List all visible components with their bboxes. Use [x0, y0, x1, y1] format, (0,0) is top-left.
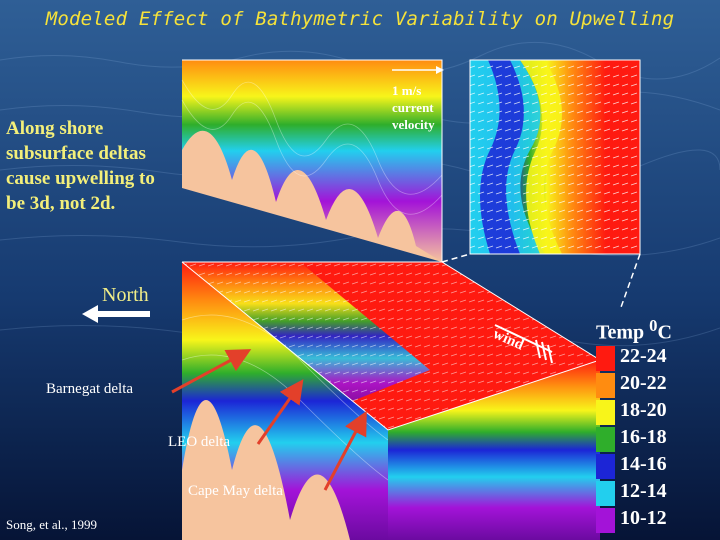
cross-section-panel: [181, 59, 443, 262]
current-scale-label: 1 m/s current velocity: [392, 83, 435, 132]
statement-text: Along shore subsurface deltas cause upwe…: [6, 118, 155, 214]
legend-swatch: [596, 400, 615, 425]
legend-label: 16-18: [620, 426, 667, 448]
north-arrow-icon: [82, 305, 150, 323]
legend-swatch: [596, 481, 615, 506]
legend-label: 20-22: [620, 372, 667, 394]
legend-swatch: [596, 346, 615, 371]
legend-label: 18-20: [620, 399, 667, 421]
legend-title: Temp 0C: [596, 316, 672, 344]
wind-arrow-icon: [494, 324, 553, 364]
legend-swatch: [596, 454, 615, 479]
delta-label-cape-may: Cape May delta: [188, 483, 283, 499]
plan-view-inset: [469, 59, 641, 255]
legend-label: 22-24: [620, 345, 667, 367]
current-scale-arrow-icon: [392, 66, 444, 74]
north-label: North: [102, 284, 149, 306]
legend-swatch: [596, 508, 615, 533]
delta-label-barnegat: Barnegat delta: [46, 381, 134, 397]
legend-label: 12-14: [620, 480, 667, 502]
page-title: Modeled Effect of Bathymetric Variabilit…: [45, 8, 675, 30]
citation: Song, et al., 1999: [6, 517, 97, 532]
legend-swatch: [596, 427, 615, 452]
legend-swatch: [596, 373, 615, 398]
delta-label-leo: LEO delta: [168, 434, 231, 450]
delta-pointer-arrows: [171, 349, 367, 491]
3d-model-block: [181, 261, 602, 540]
legend-label: 14-16: [620, 453, 667, 475]
legend-label: 10-12: [620, 507, 667, 529]
